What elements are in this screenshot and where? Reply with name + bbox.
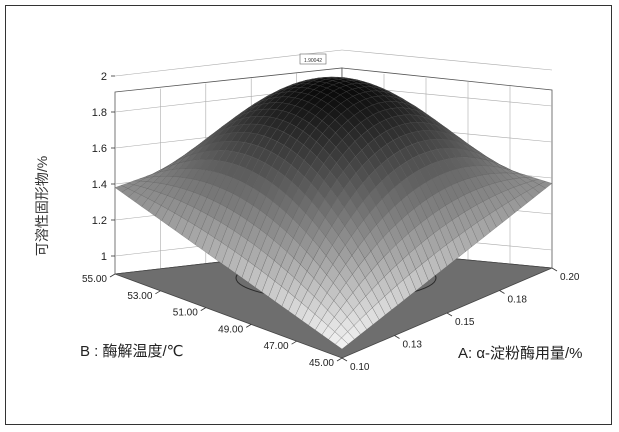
x-tick: [446, 312, 453, 317]
z-tick-label: 1.4: [92, 179, 107, 191]
x-tick-label: 0.10: [350, 362, 370, 373]
z-tick-label: 1.2: [92, 215, 107, 227]
y-tick: [245, 324, 252, 328]
x-tick: [499, 290, 505, 294]
surface-chart: 1 1.2 1.4 1.6 1.8 2 0.10 0.13 0.15 0.18 0.20 45.00 4…: [34, 49, 583, 373]
z-tick-label: 2: [101, 71, 107, 83]
y-tick-label: 51.00: [173, 308, 198, 319]
axis-ticks: 1 1.2 1.4 1.6 1.8 2 0.10 0.13 0.15 0.18 0.20 45.00 4…: [82, 71, 580, 373]
z-tick-label: 1: [101, 251, 107, 263]
x-axis-title: A: α-淀粉酶用量/%: [458, 345, 583, 362]
y-tick: [291, 340, 297, 345]
x-tick-label: 0.20: [560, 272, 580, 283]
peak-marker-box: [299, 53, 327, 65]
x-tick-label: 0.13: [403, 340, 423, 351]
z-tick-label: 1.8: [92, 107, 107, 119]
peak-marker-label: 1.90042: [304, 58, 322, 64]
response-surface: [114, 76, 553, 350]
x-tick-label: 0.15: [455, 317, 475, 328]
wall-gridline: [341, 49, 553, 71]
z-tick-label: 1.6: [92, 143, 107, 155]
y-tick: [200, 307, 207, 311]
x-tick-label: 0.18: [508, 295, 528, 306]
x-tick: [341, 357, 348, 362]
y-tick-label: 53.00: [127, 291, 152, 302]
y-tick-label: 45.00: [309, 358, 334, 369]
chart-frame: 1 1.2 1.4 1.6 1.8 2 0.10 0.13 0.15 0.18 0.20 45.00 4…: [5, 5, 612, 425]
y-tick-label: 55.00: [82, 274, 107, 285]
y-tick-label: 49.00: [218, 324, 243, 335]
y-tick: [155, 290, 161, 295]
y-axis-title: B : 酶解温度/℃: [80, 343, 184, 360]
surface-cell: [335, 337, 349, 350]
y-tick: [336, 357, 343, 362]
x-tick: [551, 267, 558, 272]
y-tick: [109, 273, 116, 278]
x-tick: [394, 335, 400, 339]
z-axis-title: 可溶性固形物/%: [34, 156, 50, 256]
y-tick-label: 47.00: [264, 341, 289, 352]
